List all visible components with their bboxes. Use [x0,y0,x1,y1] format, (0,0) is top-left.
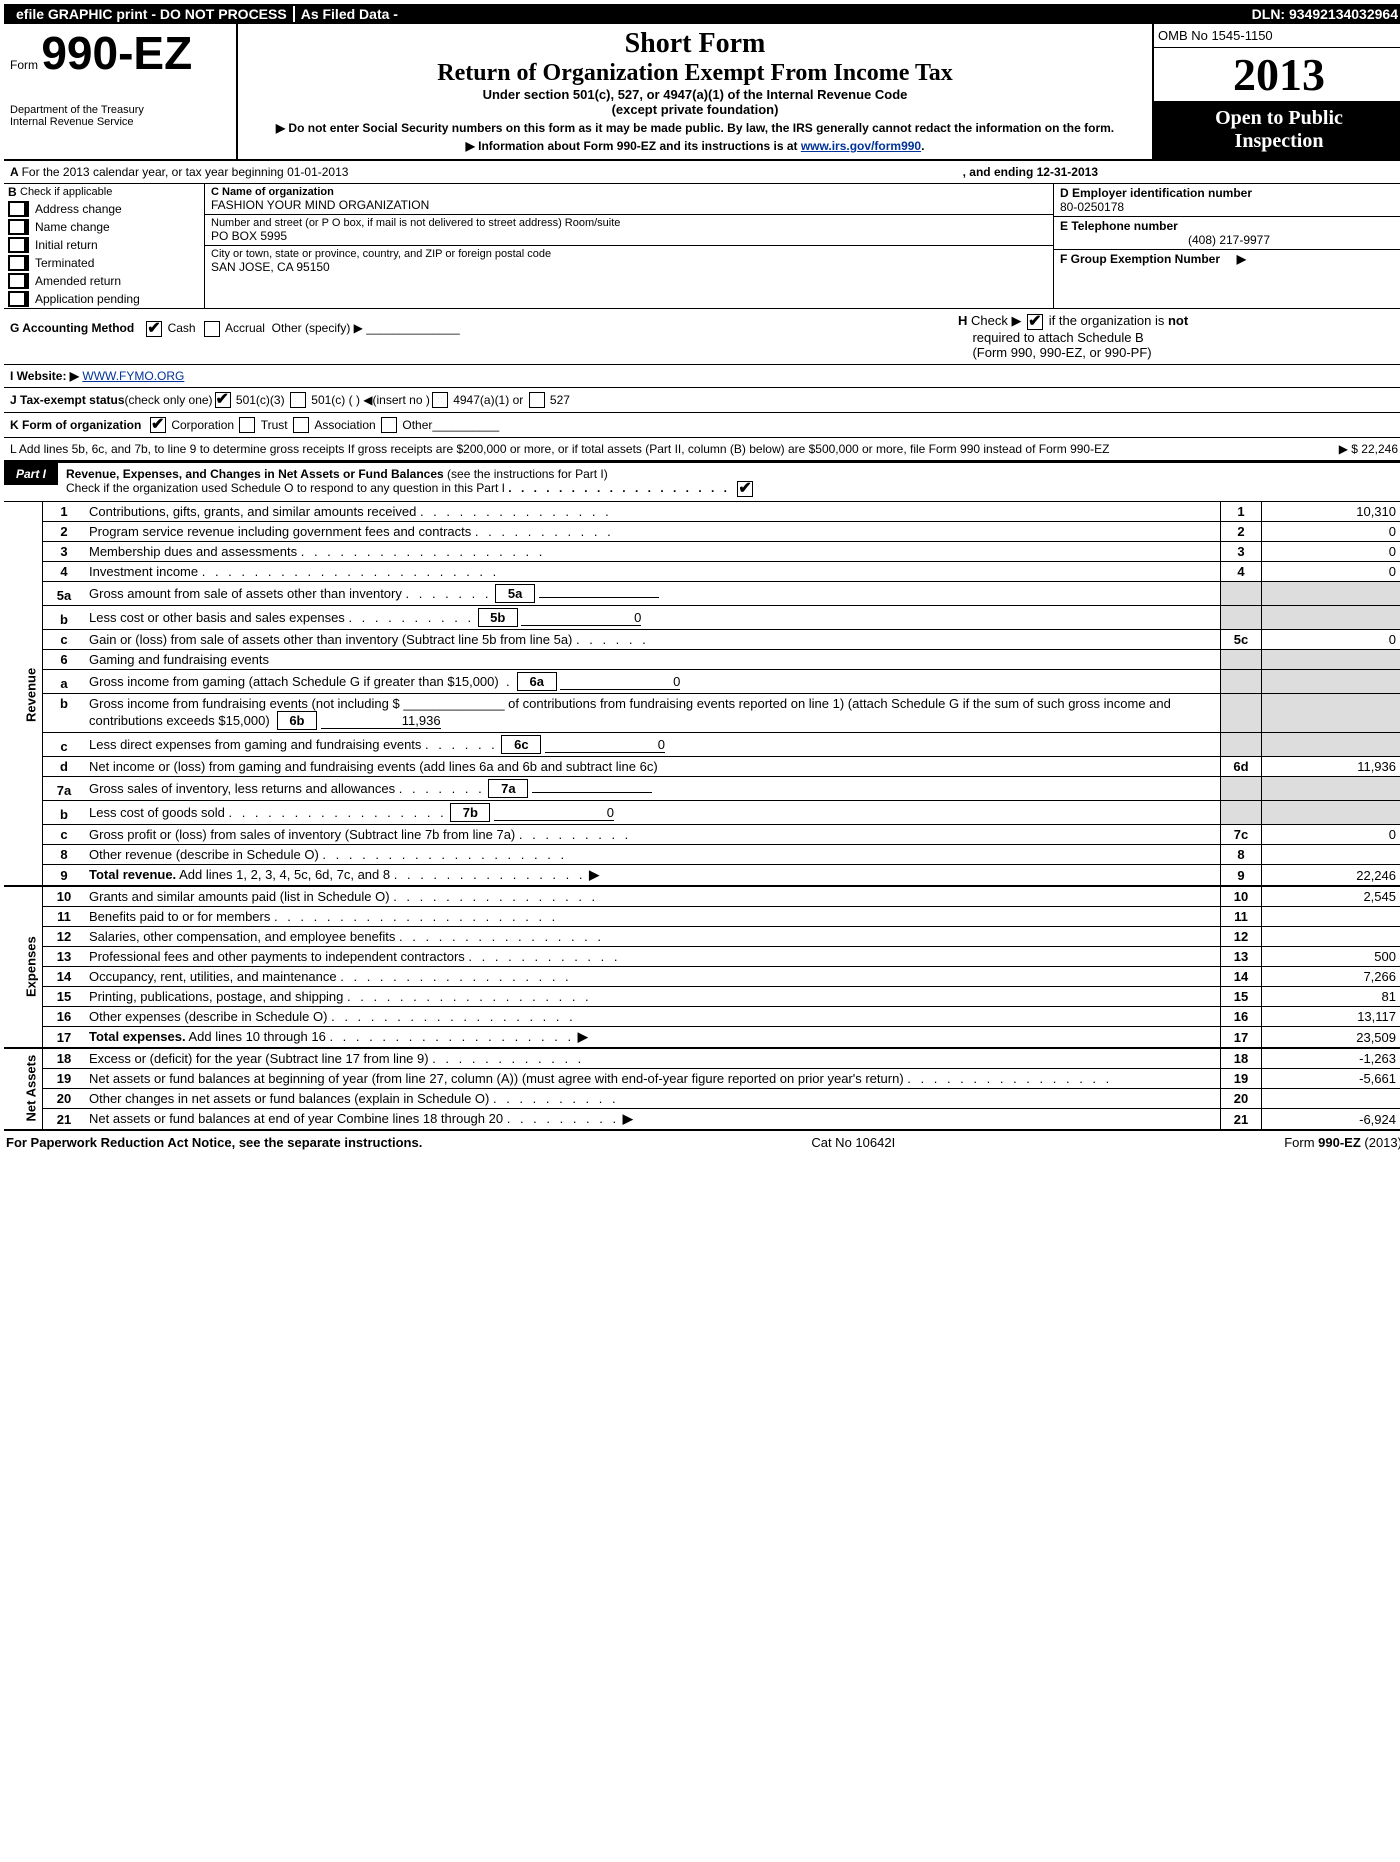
chk-amended[interactable]: Amended return [4,272,204,290]
irs-link[interactable]: www.irs.gov/form990 [801,139,921,153]
side-netassets: Net Assets [4,1048,43,1130]
chk-corp[interactable] [150,417,166,433]
ein-value: 80-0250178 [1060,200,1124,214]
line-A: A For the 2013 calendar year, or tax yea… [4,161,1400,184]
line19-amount: -5,661 [1262,1068,1400,1088]
line16-amount: 13,117 [1262,1006,1400,1026]
phone-value: (408) 217-9977 [1060,233,1398,247]
chk-trust[interactable] [239,417,255,433]
chk-H[interactable] [1027,314,1043,330]
line6d-amount: 11,936 [1262,756,1400,776]
line5c-amount: 0 [1262,629,1400,649]
omb-number: OMB No 1545-1150 [1154,24,1400,48]
dept-irs: Internal Revenue Service [10,116,230,128]
line7c-amount: 0 [1262,824,1400,844]
form-number: 990-EZ [41,27,192,79]
dln-label: DLN: 93492134032964 [1252,6,1398,22]
chk-assoc[interactable] [293,417,309,433]
line-L: L Add lines 5b, 6c, and 7b, to line 9 to… [4,438,1400,461]
chk-name-change[interactable]: Name change [4,218,204,236]
chk-app-pending[interactable]: Application pending [4,290,204,308]
dept-treasury: Department of the Treasury [10,104,230,116]
footer-form: Form 990-EZ (2013) [1284,1135,1400,1150]
chk-address-change[interactable]: Address change [4,200,204,218]
form-prefix: Form [10,58,38,72]
org-name: FASHION YOUR MIND ORGANIZATION [211,198,1047,212]
org-city: SAN JOSE, CA 95150 [211,260,1047,274]
website-link[interactable]: WWW.FYMO.ORG [82,369,184,383]
line1-amount: 10,310 [1262,502,1400,522]
line-H: H Check ▶ if the organization is not req… [952,309,1400,364]
lines-table: Revenue 1 Contributions, gifts, grants, … [4,502,1400,1130]
page-footer: For Paperwork Reduction Act Notice, see … [4,1130,1400,1154]
as-filed-label: As Filed Data - [295,6,404,22]
line13-amount: 500 [1262,946,1400,966]
chk-527[interactable] [529,392,545,408]
chk-terminated[interactable]: Terminated [4,254,204,272]
line15-amount: 81 [1262,986,1400,1006]
line-K: K Form of organization Corporation Trust… [4,413,1400,438]
line12-amount [1262,926,1400,946]
side-expenses: Expenses [4,886,43,1048]
footer-left: For Paperwork Reduction Act Notice, see … [6,1135,422,1150]
chk-accrual[interactable] [204,321,220,337]
efile-label: efile GRAPHIC print - DO NOT PROCESS [10,6,295,22]
title-main: Return of Organization Exempt From Incom… [248,60,1142,87]
line21-amount: -6,924 [1262,1108,1400,1129]
line1-text: Contributions, gifts, grants, and simila… [85,502,1221,522]
line3-amount: 0 [1262,541,1400,561]
line2-amount: 0 [1262,521,1400,541]
line17-amount: 23,509 [1262,1026,1400,1048]
title-short-form: Short Form [248,28,1142,60]
section-BCD: B Check if applicable Address change Nam… [4,184,1400,309]
line-G: G Accounting Method Cash Accrual Other (… [4,309,952,364]
line4-amount: 0 [1262,561,1400,581]
chk-partI-scheduleO[interactable] [737,481,753,497]
footer-cat: Cat No 10642I [811,1135,895,1150]
line8-amount [1262,844,1400,864]
line-J: J Tax-exempt status(check only one) 501(… [4,388,1400,413]
line18-amount: -1,263 [1262,1048,1400,1069]
chk-other[interactable] [381,417,397,433]
header-note1: ▶ Do not enter Social Security numbers o… [248,121,1142,135]
open-public: Open to Public Inspection [1154,101,1400,159]
line14-amount: 7,266 [1262,966,1400,986]
header-note2: ▶ Information about Form 990-EZ and its … [248,139,1142,153]
line11-amount [1262,906,1400,926]
tax-year: 2013 [1154,48,1400,101]
chk-501c3[interactable] [215,392,231,408]
chk-501c[interactable] [290,392,306,408]
L-amount: ▶ $ 22,246 [1339,442,1398,456]
column-B: B Check if applicable Address change Nam… [4,184,205,308]
chk-cash[interactable] [146,321,162,337]
chk-initial-return[interactable]: Initial return [4,236,204,254]
title-sub2: (except private foundation) [248,102,1142,117]
column-D: D Employer identification number 80-0250… [1053,184,1400,308]
line20-amount [1262,1088,1400,1108]
top-bar: efile GRAPHIC print - DO NOT PROCESS As … [4,4,1400,24]
form-header: Form 990-EZ Department of the Treasury I… [4,24,1400,161]
side-revenue: Revenue [4,502,43,886]
chk-4947[interactable] [432,392,448,408]
line-I: I Website: ▶ WWW.FYMO.ORG [4,365,1400,388]
line9-amount: 22,246 [1262,864,1400,886]
part-I-header: Part I Revenue, Expenses, and Changes in… [4,461,1400,502]
line10-amount: 2,545 [1262,886,1400,907]
column-C: C Name of organization FASHION YOUR MIND… [205,184,1053,308]
org-street: PO BOX 5995 [211,229,1047,243]
title-sub1: Under section 501(c), 527, or 4947(a)(1)… [248,87,1142,102]
